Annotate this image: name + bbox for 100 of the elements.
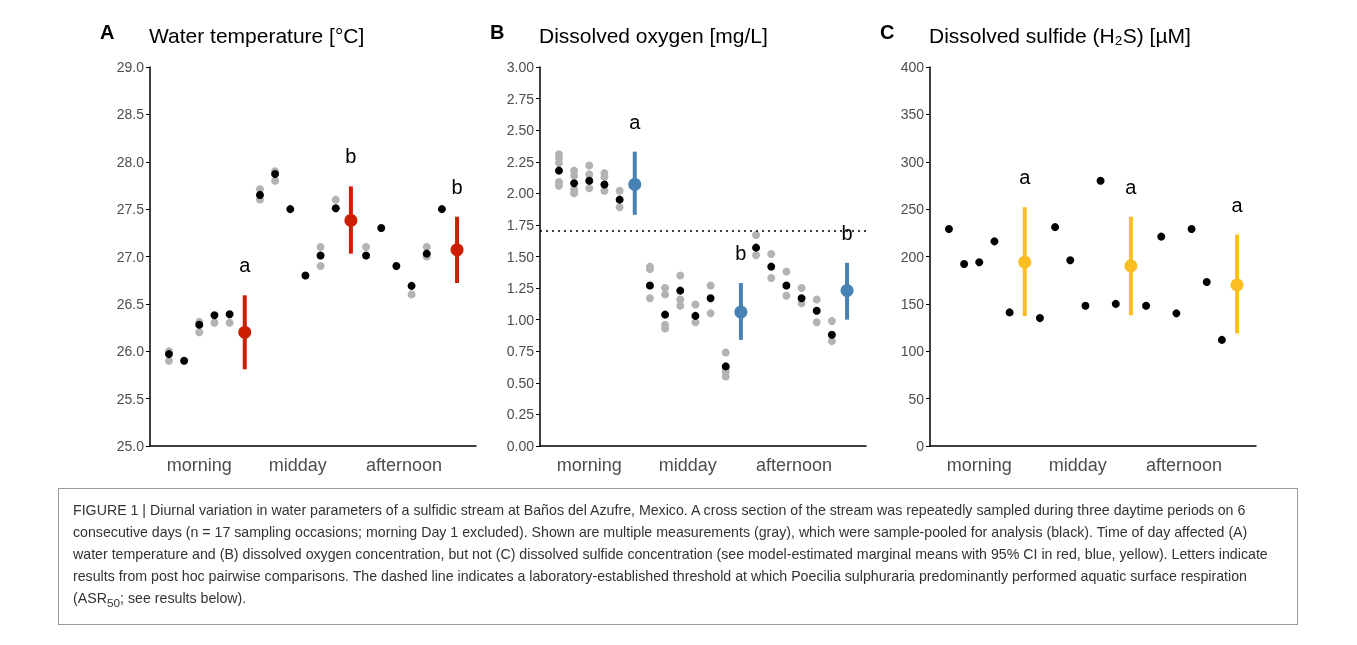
- point: [691, 311, 700, 320]
- point: [782, 267, 791, 276]
- point: [271, 176, 280, 185]
- point: [827, 330, 836, 339]
- point: [615, 186, 624, 195]
- text: A: [100, 21, 115, 43]
- point: [554, 166, 563, 175]
- point: [585, 184, 594, 193]
- point: [344, 214, 358, 227]
- y-tick-label: 2.25: [506, 153, 535, 170]
- annotation: b: [735, 242, 747, 265]
- point: [1066, 256, 1075, 265]
- point: [362, 243, 371, 252]
- x-tick-label: midday: [658, 455, 717, 475]
- y-tick-label: 100: [900, 343, 925, 360]
- point: [615, 203, 624, 212]
- point: [1005, 308, 1014, 317]
- x-tick-label: midday: [1048, 455, 1107, 475]
- point: [210, 318, 219, 327]
- y-tick-label: 0.75: [506, 343, 535, 360]
- annotation: b: [345, 145, 357, 168]
- point: [407, 290, 416, 299]
- point: [990, 237, 999, 246]
- point: [645, 281, 654, 290]
- point: [797, 294, 806, 303]
- y-tick-label: 50: [908, 390, 925, 407]
- chart-title: Water temperature [°C]: [149, 24, 365, 47]
- text: B: [490, 21, 505, 43]
- y-tick-label: 29.0: [116, 59, 145, 75]
- point: [752, 231, 761, 240]
- y-tick-label: 250: [900, 201, 925, 218]
- y-tick-label: 25.5: [116, 390, 145, 407]
- point: [422, 243, 431, 252]
- point: [1035, 314, 1044, 323]
- point: [721, 362, 730, 371]
- point: [767, 249, 776, 258]
- point: [782, 291, 791, 300]
- point: [1081, 301, 1090, 310]
- point: [1142, 301, 1151, 310]
- point: [286, 205, 295, 214]
- y-tick-label: 1.25: [506, 280, 535, 297]
- point: [225, 318, 234, 327]
- annotation: a: [239, 254, 252, 277]
- point: [676, 271, 685, 280]
- point: [210, 311, 219, 320]
- y-tick-label: 2.50: [506, 122, 535, 139]
- point: [316, 243, 325, 252]
- point: [1051, 223, 1060, 232]
- point: [331, 195, 340, 204]
- point: [407, 281, 416, 290]
- point: [554, 159, 563, 168]
- annotation: a: [1019, 166, 1032, 189]
- point: [1230, 278, 1244, 292]
- point: [706, 281, 715, 290]
- y-tick-label: 1.75: [506, 216, 535, 233]
- point: [797, 284, 806, 293]
- y-tick-label: 26.5: [116, 295, 145, 312]
- point: [812, 295, 821, 304]
- point: [840, 284, 854, 298]
- point: [238, 325, 252, 339]
- y-tick-label: 0.25: [506, 406, 535, 423]
- chart-title: Dissolved oxygen [mg/L]: [539, 24, 768, 47]
- annotation: a: [1125, 175, 1138, 198]
- point: [752, 243, 761, 252]
- caption: FIGURE 1 | Diurnal variation in water parameters of a sulfidic stream at Baños del Azufre, Mexico. A cross section of the stream was repeatedly sampled during three daytime periods on 6 consecutive days (n = 17 sampling occasions; morning Day 1 excluded). Shown are multiple measurements (gray), which were sample-pooled for analysis (black). Time of day affected (A) water temperature and (B) dissolved oxygen concentration, but not (C) dissolved sulfide concentration (see model-estimated marginal means with 95% CI in red, blue, yellow). Letters indicate results from post hoc pairwise comparisons. The dashed line indicates a laboratory-established threshold at which Poecilia sulphuraria predominantly performed aquatic surface respiration (ASR$_{50}$; see results below).: [58, 488, 1298, 625]
- point: [615, 195, 624, 204]
- point: [585, 176, 594, 185]
- y-tick-label: 2.75: [506, 90, 535, 107]
- point: [331, 204, 340, 213]
- point: [450, 243, 464, 257]
- point: [1172, 309, 1181, 318]
- y-tick-label: 27.5: [116, 201, 145, 218]
- y-tick-label: 0: [916, 438, 925, 454]
- point: [1202, 278, 1211, 287]
- point: [767, 273, 776, 282]
- point: [960, 260, 969, 269]
- annotation: a: [629, 110, 642, 133]
- point: [721, 348, 730, 357]
- point: [691, 300, 700, 309]
- point: [1018, 255, 1032, 269]
- y-tick-label: 400: [900, 59, 925, 75]
- point: [164, 356, 173, 365]
- y-tick-label: 2.00: [506, 185, 535, 202]
- point: [706, 294, 715, 303]
- y-tick-label: 200: [900, 248, 925, 265]
- x-tick-label: afternoon: [755, 455, 833, 475]
- y-tick-label: 3.00: [506, 59, 535, 75]
- point: [225, 310, 234, 319]
- y-tick-label: 0.00: [506, 438, 535, 454]
- point: [255, 190, 264, 199]
- point: [752, 251, 761, 260]
- annotation: b: [841, 221, 853, 244]
- point: [812, 306, 821, 315]
- y-tick-label: 27.0: [116, 248, 145, 265]
- point: [676, 301, 685, 310]
- point: [812, 318, 821, 327]
- point: [570, 179, 579, 188]
- point: [392, 261, 401, 270]
- point: [377, 224, 386, 233]
- point: [180, 356, 189, 365]
